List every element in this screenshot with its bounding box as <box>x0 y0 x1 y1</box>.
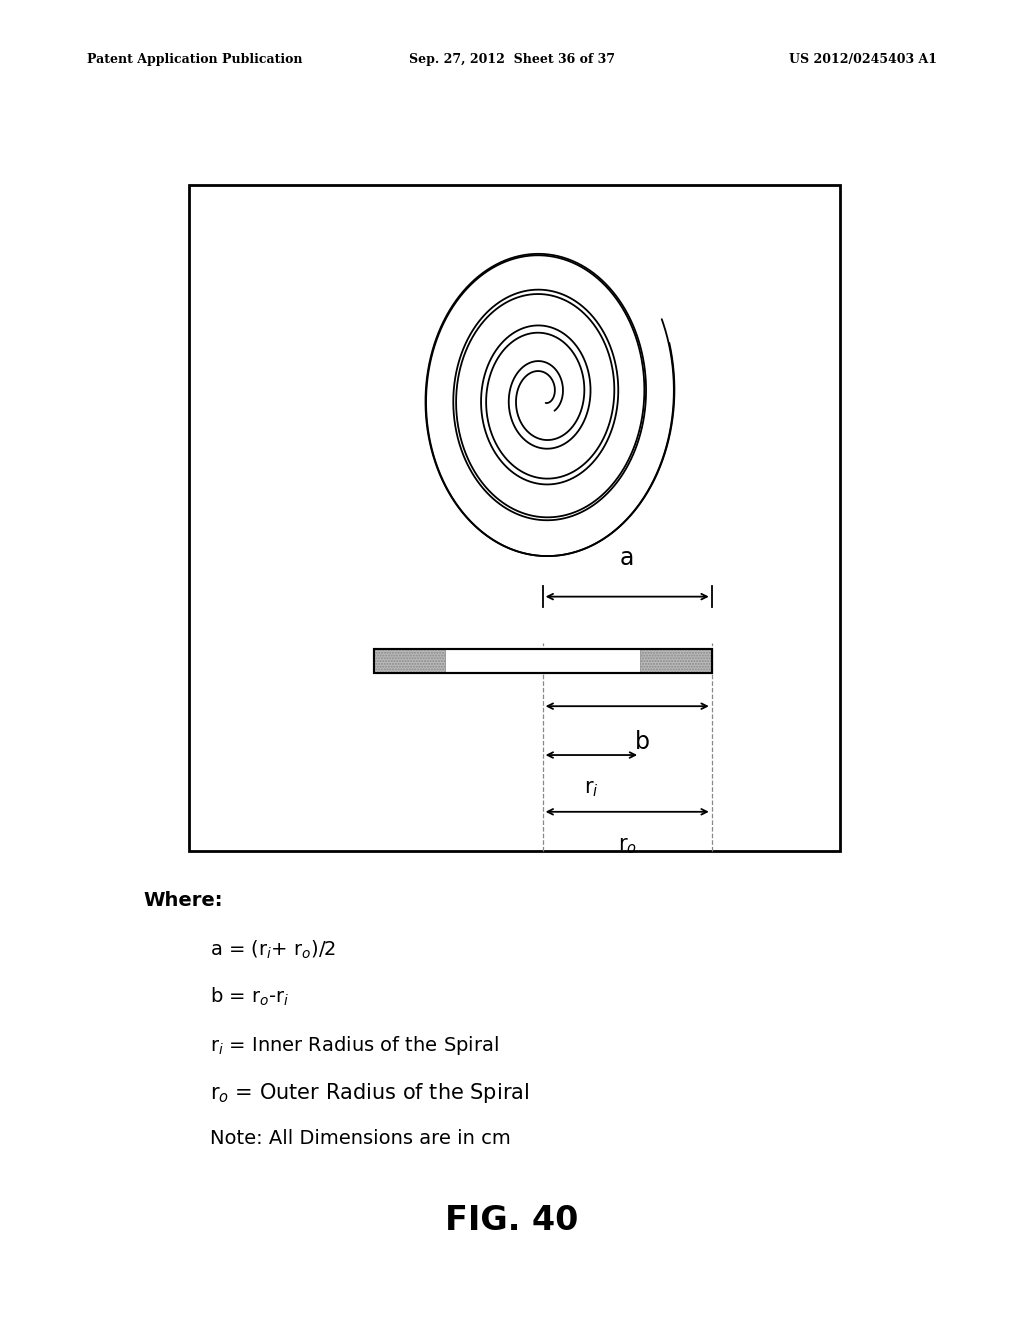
Bar <box>640 649 712 673</box>
Text: a: a <box>620 546 635 570</box>
Text: b = r$_o$-r$_i$: b = r$_o$-r$_i$ <box>210 986 289 1008</box>
Text: r$_o$: r$_o$ <box>617 836 637 855</box>
Text: Sep. 27, 2012  Sheet 36 of 37: Sep. 27, 2012 Sheet 36 of 37 <box>409 53 615 66</box>
Text: Patent Application Publication: Patent Application Publication <box>87 53 302 66</box>
Bar <box>374 649 445 673</box>
Bar <box>374 649 712 673</box>
Text: US 2012/0245403 A1: US 2012/0245403 A1 <box>788 53 937 66</box>
Text: r$_i$ = Inner Radius of the Spiral: r$_i$ = Inner Radius of the Spiral <box>210 1034 499 1056</box>
Text: Note: All Dimensions are in cm: Note: All Dimensions are in cm <box>210 1129 511 1147</box>
Text: r$_i$: r$_i$ <box>584 779 599 799</box>
Bar <box>374 649 712 673</box>
Text: FIG. 40: FIG. 40 <box>445 1204 579 1238</box>
Bar <box>189 185 840 851</box>
Text: b: b <box>635 730 650 754</box>
Text: a = (r$_i$+ r$_o$)/2: a = (r$_i$+ r$_o$)/2 <box>210 939 336 961</box>
Text: Where:: Where: <box>143 891 223 909</box>
Text: r$_o$ = Outer Radius of the Spiral: r$_o$ = Outer Radius of the Spiral <box>210 1081 529 1105</box>
